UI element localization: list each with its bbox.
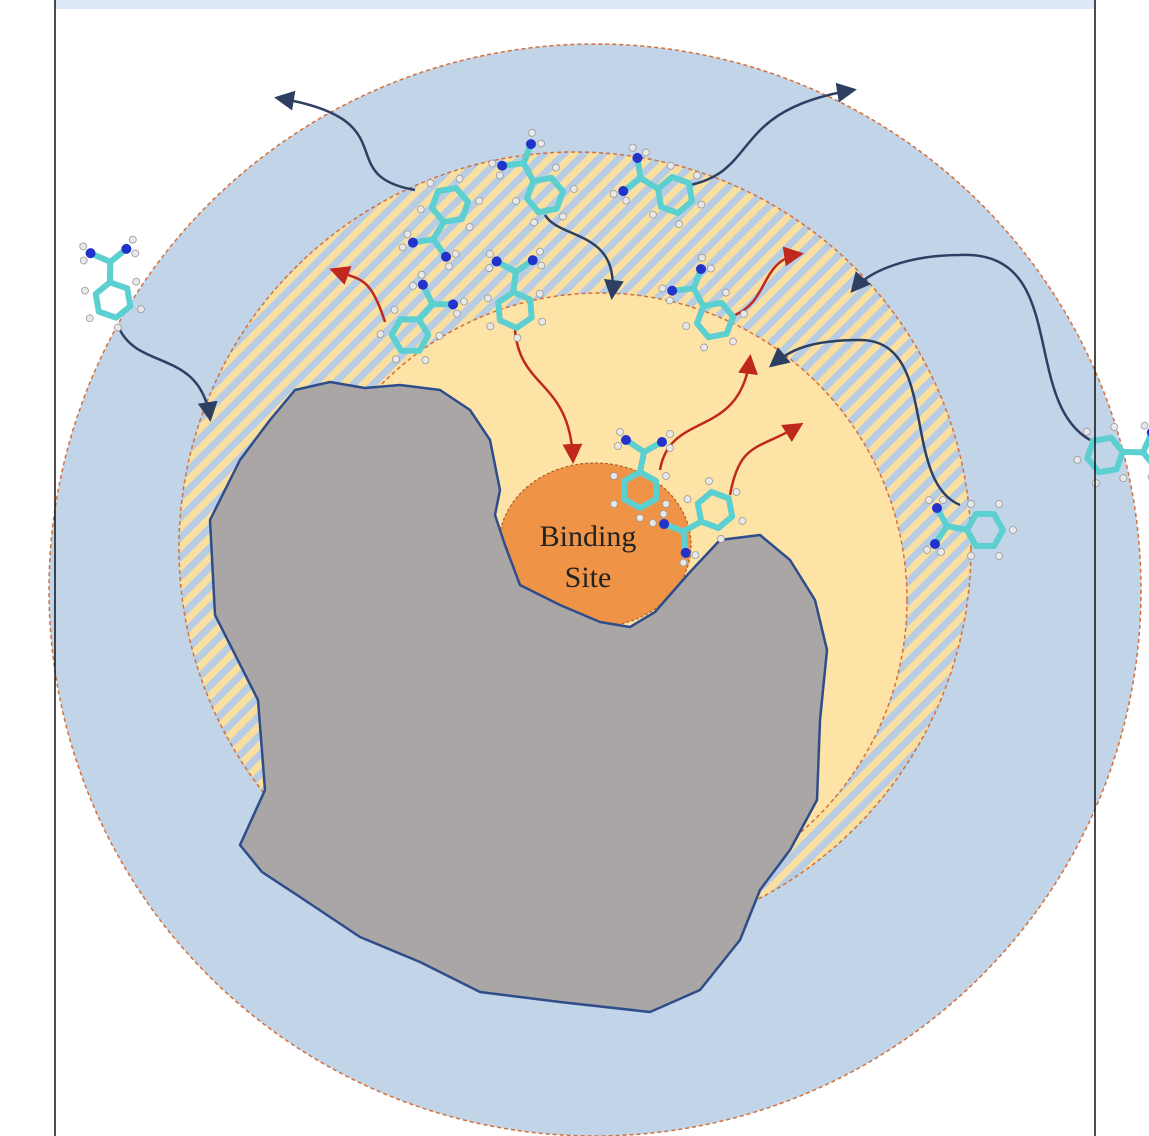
arrow (329, 266, 387, 323)
arrow (768, 338, 961, 507)
arrow (513, 329, 583, 464)
arrow (118, 329, 218, 422)
binding-label: Site (565, 561, 612, 594)
binding-label: Binding (540, 520, 637, 553)
binding-arrows (329, 246, 804, 496)
arrow (689, 82, 857, 187)
diffusion-arrows (118, 82, 1091, 507)
arrow (850, 253, 1091, 442)
arrow (274, 90, 416, 192)
arrow (543, 214, 624, 300)
arrow (734, 246, 804, 317)
arrow (728, 422, 804, 496)
arrow (658, 354, 758, 471)
protein (208, 380, 829, 1014)
top-band (55, 0, 1095, 9)
